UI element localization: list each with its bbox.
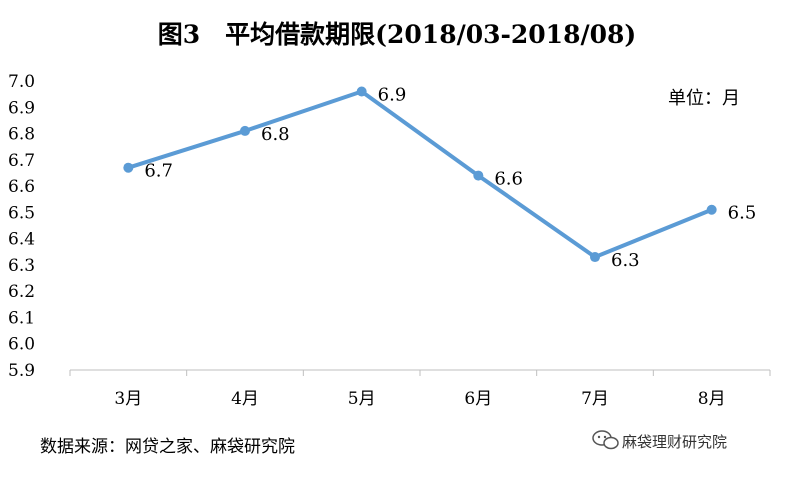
data-point <box>473 170 484 181</box>
y-tick-label: 5.9 <box>8 361 35 381</box>
x-tick-label: 5月 <box>348 389 376 409</box>
y-tick-label: 7.0 <box>8 72 35 92</box>
data-point <box>123 162 134 173</box>
y-tick-label: 6.4 <box>8 230 35 250</box>
x-tick-label: 3月 <box>114 389 142 409</box>
x-tick-label: 4月 <box>231 389 259 409</box>
y-tick-label: 6.6 <box>8 177 35 197</box>
data-points <box>123 86 717 263</box>
data-point <box>356 86 367 97</box>
data-label: 6.3 <box>611 250 640 271</box>
data-label: 6.7 <box>144 161 173 182</box>
x-tick-label: 8月 <box>698 389 726 409</box>
data-point <box>240 125 250 136</box>
y-tick-label: 6.1 <box>8 308 35 328</box>
unit-label: 单位：月 <box>668 88 740 109</box>
chart-title: 图3 平均借款期限(2018/03-2018/08) <box>158 20 636 49</box>
watermark-text: 麻袋理财研究院 <box>622 433 727 451</box>
data-label: 6.5 <box>728 203 757 224</box>
y-tick-label: 6.7 <box>8 151 35 171</box>
y-tick-label: 6.2 <box>8 282 35 302</box>
x-tick-label: 7月 <box>581 389 609 409</box>
wechat-icon <box>592 430 619 450</box>
data-label: 6.6 <box>494 169 523 190</box>
y-tick-label: 6.8 <box>8 125 35 145</box>
data-point <box>706 204 717 215</box>
data-point <box>590 252 600 263</box>
y-tick-label: 6.0 <box>8 335 35 355</box>
y-axis-ticks: 5.9 6.0 6.1 6.2 6.3 6.4 6.5 6.6 6.7 6.8 6.9 7.0 <box>8 72 35 381</box>
data-labels: 6.7 6.8 6.9 6.6 6.3 6.5 <box>144 85 756 272</box>
data-label: 6.9 <box>378 85 407 106</box>
watermark: 麻袋理财研究院 <box>592 430 727 451</box>
y-tick-label: 6.9 <box>8 98 35 118</box>
y-tick-label: 6.5 <box>8 203 35 223</box>
series-line <box>126 89 714 260</box>
x-axis-ticks: 3月 4月 5月 6月 7月 8月 <box>69 370 771 409</box>
y-tick-label: 6.3 <box>8 256 35 276</box>
x-tick-label: 6月 <box>464 389 492 409</box>
data-label: 6.8 <box>261 124 290 145</box>
source-note: 数据来源：网贷之家、麻袋研究院 <box>40 437 295 457</box>
